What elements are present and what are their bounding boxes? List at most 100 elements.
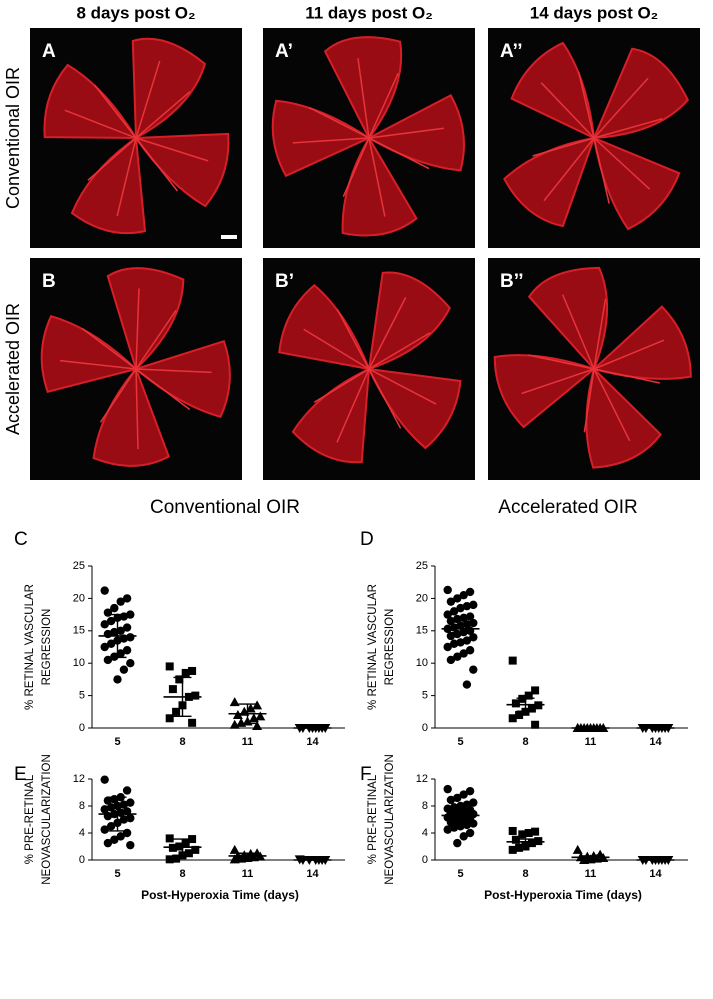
data-point	[165, 662, 174, 671]
error-bar	[451, 812, 470, 819]
data-point	[446, 597, 456, 606]
data-point	[465, 786, 475, 796]
data-point	[518, 830, 527, 839]
data-point	[515, 711, 524, 720]
data-point	[465, 828, 475, 838]
data-point	[572, 844, 583, 854]
error-bar	[516, 838, 535, 846]
y-tick-label: 4	[79, 827, 85, 839]
chart-title: Accelerated OIR	[498, 497, 637, 518]
column-heading: 8 days post O₂	[76, 3, 195, 22]
data-point	[110, 627, 119, 637]
data-point	[184, 849, 193, 858]
data-point	[508, 845, 517, 854]
data-point	[531, 686, 540, 695]
x-tick-label: 8	[179, 868, 185, 880]
data-point	[126, 610, 135, 619]
y-axis-label: NEOVASCULARIZATION	[384, 754, 396, 885]
data-point	[172, 707, 181, 716]
data-point	[531, 720, 540, 729]
data-point	[100, 586, 109, 595]
data-point	[459, 790, 468, 799]
data-point	[469, 618, 478, 628]
data-point	[191, 691, 200, 700]
data-point	[100, 825, 109, 834]
column-heading: 11 days post O₂	[305, 3, 433, 22]
data-point	[469, 633, 478, 642]
error-bar	[173, 676, 192, 718]
x-tick-label: 8	[522, 868, 528, 880]
error-bar	[516, 697, 535, 712]
x-axis-label: Post-Hyperoxia Time (days)	[141, 888, 299, 902]
image: B’’	[461, 234, 713, 501]
y-tick-label: 5	[422, 690, 428, 702]
data-point	[229, 697, 240, 707]
data-point	[110, 835, 119, 844]
y-tick-label: 15	[73, 625, 85, 637]
data-point	[229, 844, 240, 854]
panel-letter: A’’	[500, 41, 523, 62]
y-axis-label: % RETINAL VASCULAR	[367, 584, 379, 710]
data-point	[465, 646, 475, 655]
data-point	[175, 675, 184, 684]
x-tick-label: 11	[585, 736, 597, 748]
data-point	[508, 656, 517, 665]
x-tick-label: 5	[457, 736, 463, 748]
data-point	[122, 786, 132, 795]
image: B	[30, 258, 242, 480]
data-point	[168, 685, 177, 694]
data-point	[126, 659, 135, 668]
image: A’	[251, 15, 486, 257]
data-point	[453, 838, 462, 848]
error-bar	[451, 624, 470, 634]
data-point	[456, 638, 465, 647]
y-tick-label: 20	[73, 592, 85, 604]
y-tick-label: 25	[416, 560, 428, 572]
panel-letter: B’	[275, 271, 294, 292]
y-tick-label: 8	[79, 800, 85, 812]
y-tick-label: 10	[416, 657, 428, 669]
error-bar	[238, 852, 257, 860]
data-point	[469, 665, 478, 674]
data-point	[116, 649, 125, 658]
x-tick-label: 11	[242, 868, 254, 880]
data-point	[446, 655, 456, 665]
x-tick-label: 8	[179, 736, 185, 748]
column-heading: 14 days post O₂	[530, 3, 659, 22]
x-tick-label: 5	[114, 868, 120, 880]
y-axis-label: REGRESSION	[384, 609, 396, 686]
data-point	[181, 668, 190, 677]
data-point	[122, 646, 132, 655]
data-point	[172, 854, 181, 863]
data-point	[443, 642, 452, 652]
data-point	[443, 585, 452, 595]
error-bar	[581, 855, 600, 860]
x-tick-label: 5	[457, 868, 463, 880]
error-bar	[108, 796, 127, 832]
data-point	[456, 603, 465, 613]
data-point	[113, 675, 122, 684]
data-point	[469, 600, 478, 610]
data-point	[116, 832, 125, 841]
error-bar	[173, 838, 192, 856]
data-point	[255, 711, 266, 721]
data-point	[456, 822, 465, 831]
data-point	[122, 594, 132, 603]
data-point	[181, 839, 190, 848]
data-point	[531, 827, 540, 836]
panel-letter: B’’	[500, 271, 524, 292]
y-axis-label: REGRESSION	[41, 609, 53, 686]
data-point	[462, 680, 472, 689]
x-tick-label: 14	[649, 868, 662, 880]
data-point	[465, 612, 475, 621]
data-point	[459, 590, 468, 600]
y-tick-label: 0	[79, 722, 85, 734]
x-tick-label: 8	[522, 736, 528, 748]
row-label: Accelerated OIR	[3, 303, 23, 435]
y-tick-label: 0	[422, 722, 428, 734]
data-point	[527, 704, 536, 713]
data-point	[515, 843, 524, 852]
data-point	[103, 796, 113, 805]
row-label: Conventional OIR	[3, 67, 23, 209]
data-point	[446, 616, 456, 626]
